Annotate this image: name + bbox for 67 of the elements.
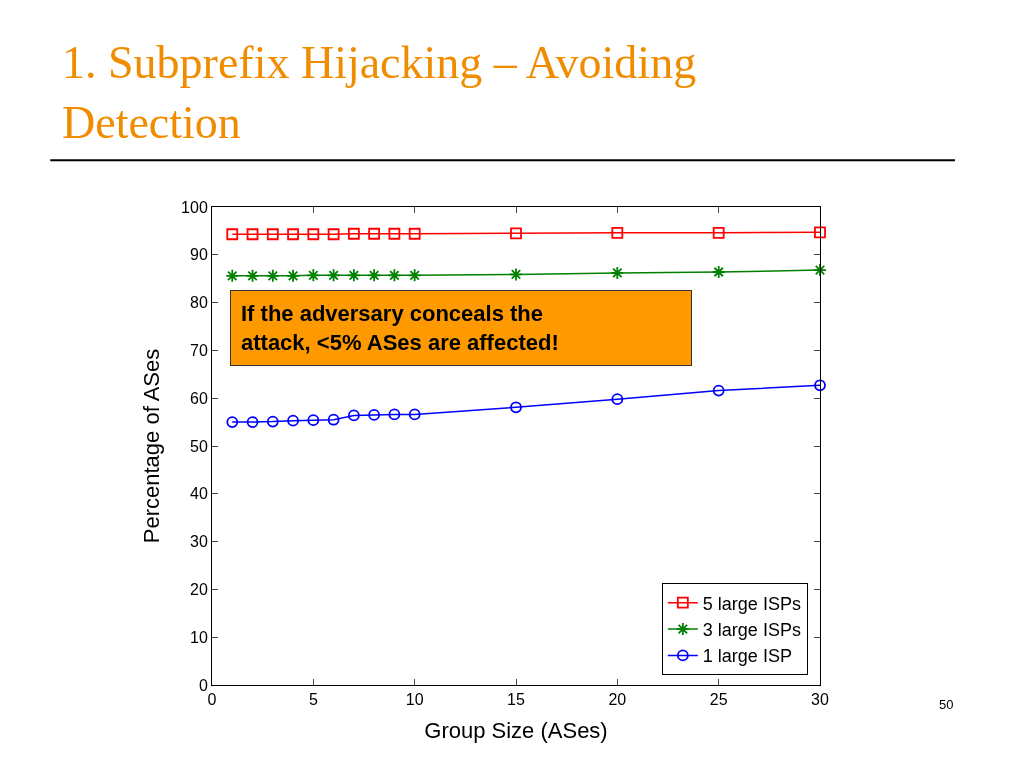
point	[509, 267, 523, 282]
y-tick-label: 70	[190, 342, 208, 359]
point	[265, 268, 280, 283]
point	[408, 227, 421, 240]
point	[368, 409, 381, 421]
point	[813, 263, 827, 277]
point	[307, 228, 320, 241]
legend-label: 1 large ISP	[702, 646, 792, 667]
point	[388, 227, 401, 240]
point	[306, 268, 321, 283]
point	[246, 416, 259, 428]
y-axis-title: Percentage of ASes	[138, 348, 164, 544]
point	[287, 228, 299, 241]
y-tick-label: 0	[198, 676, 208, 694]
point	[266, 415, 279, 428]
point	[611, 393, 624, 406]
x-tick-label: 5	[308, 691, 318, 709]
point	[347, 227, 360, 240]
y-tick-label: 50	[190, 437, 208, 455]
y-tick-label: 100	[181, 198, 208, 216]
x-tick-label: 15	[507, 691, 525, 709]
point	[226, 228, 239, 241]
point	[226, 416, 239, 428]
x-tick-label: 20	[608, 691, 627, 709]
legend-label: 3 large ISPs	[702, 620, 801, 641]
y-tick-label: 60	[190, 389, 208, 407]
point	[814, 226, 826, 239]
point	[327, 413, 340, 426]
x-tick-label: 25	[709, 691, 728, 709]
y-tick-label: 30	[190, 533, 208, 551]
point	[408, 408, 421, 421]
y-tick-label: 20	[190, 581, 208, 598]
point	[326, 268, 341, 283]
text: 50	[939, 697, 954, 712]
point	[368, 227, 381, 240]
point	[388, 408, 401, 421]
legend-label: 5 large ISPs	[702, 593, 801, 614]
point	[367, 268, 382, 283]
point	[245, 268, 260, 283]
point	[346, 268, 361, 283]
point	[246, 228, 259, 241]
point	[327, 228, 340, 241]
chart-title: 1. Subprefix Hijacking – Avoiding Detection	[62, 37, 697, 148]
y-tick-label: 80	[190, 294, 208, 312]
x-axis-title: Group Size (ASes)	[424, 718, 608, 744]
point	[287, 414, 299, 427]
point	[387, 268, 402, 283]
point	[712, 226, 725, 239]
y-tick-label: 10	[190, 628, 208, 646]
point	[225, 268, 240, 283]
point	[286, 268, 300, 283]
x-tick-label: 30	[811, 691, 829, 709]
point	[610, 266, 625, 280]
point	[712, 384, 725, 397]
y-tick-label: 40	[190, 485, 208, 503]
point	[307, 414, 320, 427]
point	[711, 265, 726, 279]
annotation: If the adversary conceals the attack, <5% ASes are affected!	[241, 301, 559, 355]
point	[611, 226, 624, 239]
point	[510, 227, 522, 240]
point	[510, 401, 522, 414]
point	[266, 228, 279, 241]
point	[347, 409, 360, 422]
y-tick-label: 90	[190, 246, 208, 264]
point	[814, 379, 826, 392]
x-tick-label: 10	[405, 691, 424, 709]
point	[407, 268, 422, 283]
